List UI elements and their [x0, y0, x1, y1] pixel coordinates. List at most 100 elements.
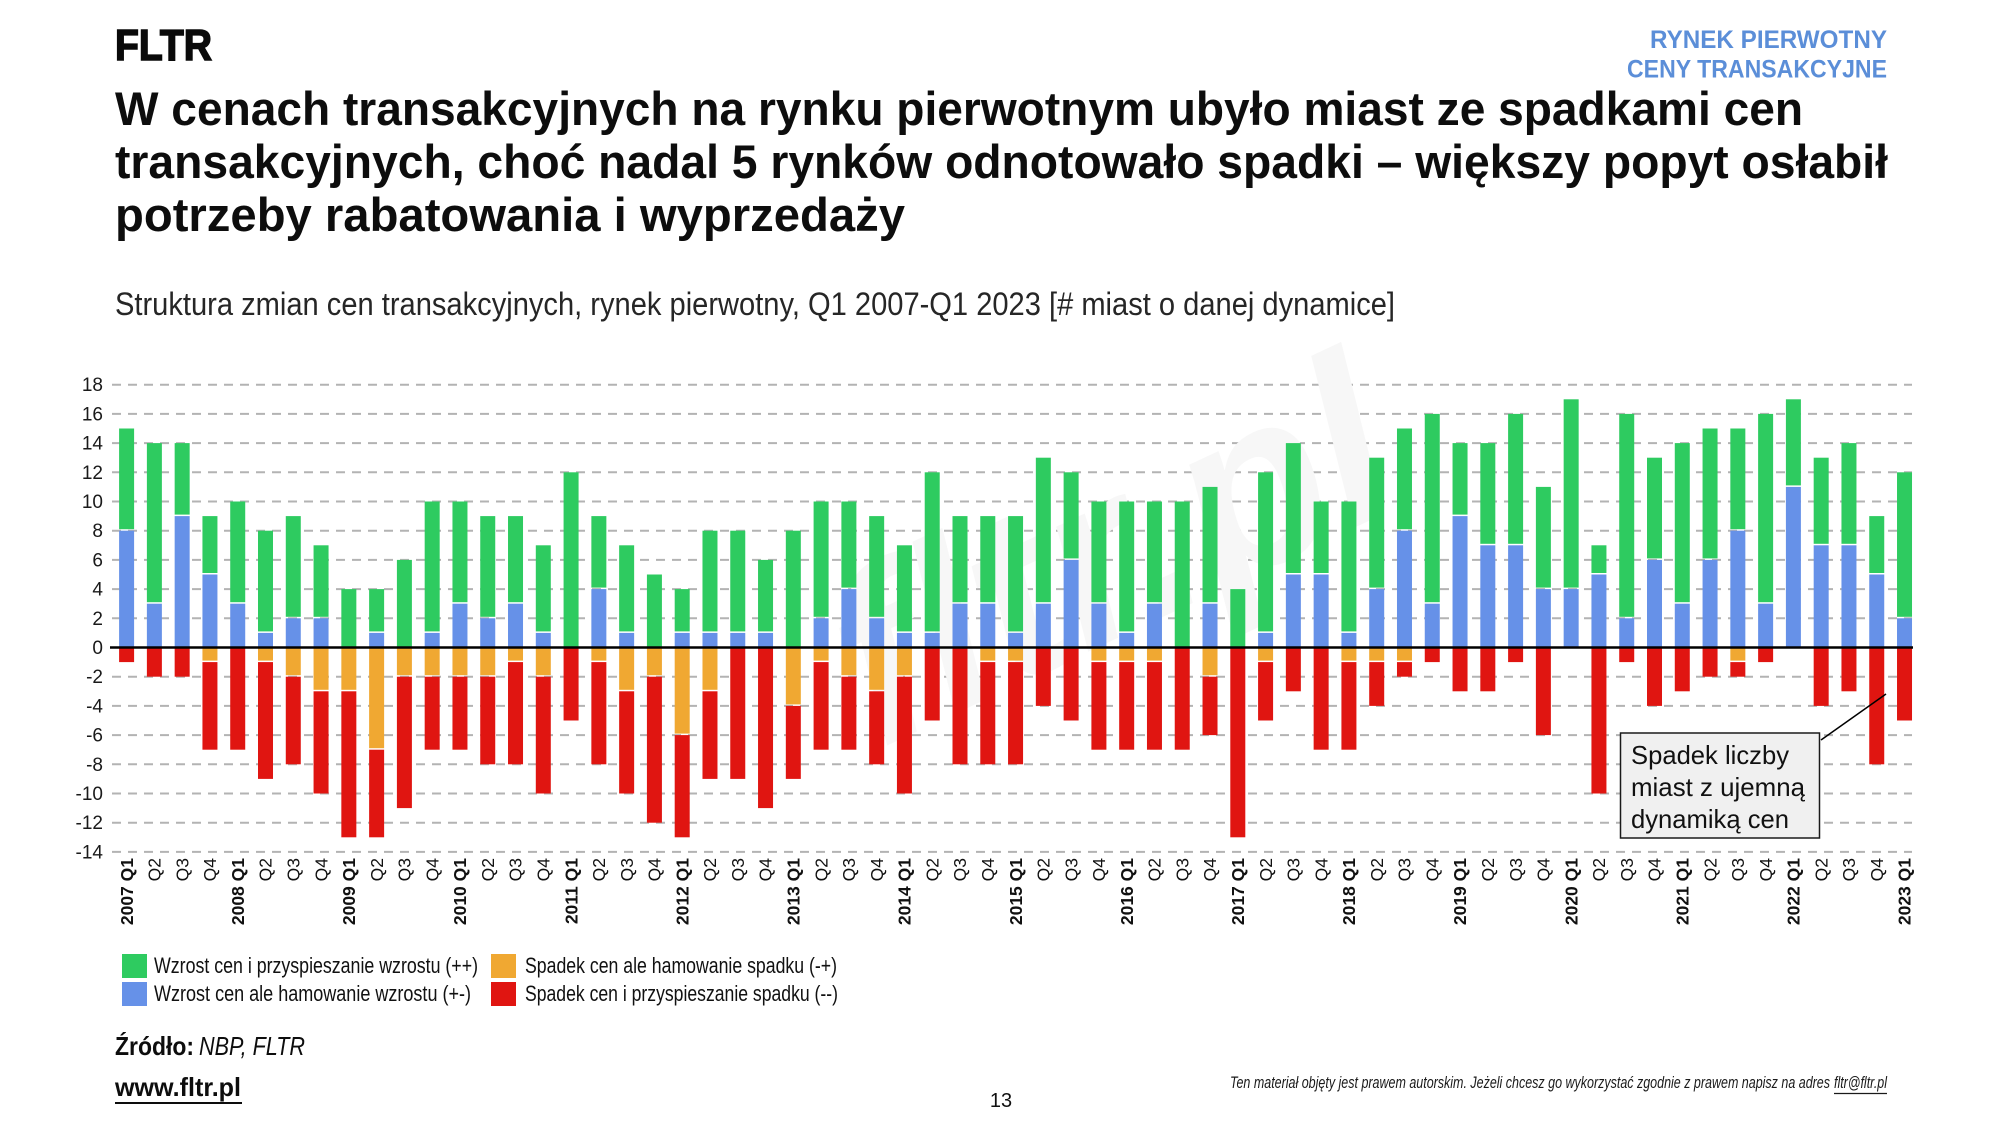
svg-text:miast z ujemną: miast z ujemną	[1631, 772, 1806, 802]
svg-text:2017 Q1: 2017 Q1	[1228, 858, 1248, 925]
svg-text:Q2: Q2	[1367, 858, 1387, 881]
svg-text:Q2: Q2	[1034, 858, 1054, 881]
svg-text:Q2: Q2	[922, 858, 942, 881]
svg-text:Q3: Q3	[1617, 858, 1637, 881]
svg-text:14: 14	[82, 434, 104, 455]
svg-text:-8: -8	[86, 755, 103, 776]
svg-text:4: 4	[92, 580, 103, 601]
svg-text:Q2: Q2	[1700, 858, 1720, 881]
svg-text:13: 13	[990, 1090, 1012, 1112]
svg-text:Q4: Q4	[1422, 858, 1442, 882]
svg-text:Q3: Q3	[839, 858, 859, 881]
svg-text:Q4: Q4	[1534, 858, 1554, 882]
svg-text:Q4: Q4	[422, 858, 442, 882]
svg-text:Źródło:: Źródło:	[115, 1031, 194, 1061]
svg-text:-6: -6	[86, 726, 103, 747]
svg-text:Q2: Q2	[700, 858, 720, 881]
svg-text:-2: -2	[86, 667, 103, 688]
svg-text:2007 Q1: 2007 Q1	[117, 858, 137, 925]
svg-text:Q4: Q4	[1867, 858, 1887, 882]
svg-text:Q3: Q3	[395, 858, 415, 881]
svg-text:2012 Q1: 2012 Q1	[672, 858, 692, 925]
svg-text:16: 16	[82, 404, 103, 425]
svg-text:Wzrost cen ale hamowanie wzros: Wzrost cen ale hamowanie wzrostu (+-)	[154, 981, 471, 1006]
svg-text:Q3: Q3	[617, 858, 637, 881]
svg-text:2015 Q1: 2015 Q1	[1006, 858, 1026, 925]
svg-text:2022 Q1: 2022 Q1	[1784, 858, 1804, 925]
svg-text:fltr@fltr.pl: fltr@fltr.pl	[1834, 1073, 1888, 1092]
svg-text:8: 8	[92, 521, 103, 542]
svg-text:Q4: Q4	[200, 858, 220, 882]
svg-text:2019 Q1: 2019 Q1	[1450, 858, 1470, 925]
svg-text:10: 10	[82, 492, 103, 513]
svg-text:Q3: Q3	[172, 858, 192, 881]
svg-text:Q3: Q3	[506, 858, 526, 881]
svg-text:www.fltr.pl: www.fltr.pl	[114, 1072, 241, 1102]
svg-text:2021 Q1: 2021 Q1	[1672, 858, 1692, 925]
svg-text:Q2: Q2	[1478, 858, 1498, 881]
svg-text:-10: -10	[76, 784, 103, 805]
svg-text:0: 0	[92, 638, 103, 659]
svg-text:Q2: Q2	[1145, 858, 1165, 881]
svg-text:Spadek liczby: Spadek liczby	[1631, 740, 1789, 770]
svg-text:Q3: Q3	[1839, 858, 1859, 881]
svg-text:Q4: Q4	[1645, 858, 1665, 882]
svg-text:Ten materiał objęty jest prawe: Ten materiał objęty jest prawem autorski…	[1230, 1073, 1830, 1092]
svg-text:2023 Q1: 2023 Q1	[1895, 858, 1915, 925]
svg-text:18: 18	[82, 375, 103, 396]
svg-text:-14: -14	[76, 842, 104, 863]
svg-text:NBP, FLTR: NBP, FLTR	[199, 1031, 305, 1061]
svg-text:2013 Q1: 2013 Q1	[784, 858, 804, 925]
svg-text:2011 Q1: 2011 Q1	[561, 858, 581, 924]
svg-text:Q3: Q3	[1506, 858, 1526, 881]
svg-text:2020 Q1: 2020 Q1	[1561, 858, 1581, 925]
svg-text:Q3: Q3	[1728, 858, 1748, 881]
svg-text:CENY TRANSAKCYJNE: CENY TRANSAKCYJNE	[1627, 56, 1887, 84]
svg-text:Q4: Q4	[867, 858, 887, 882]
svg-text:2016 Q1: 2016 Q1	[1117, 858, 1137, 925]
svg-text:Q4: Q4	[1200, 858, 1220, 882]
svg-text:Q4: Q4	[645, 858, 665, 882]
svg-text:2008 Q1: 2008 Q1	[228, 858, 248, 925]
svg-text:2009 Q1: 2009 Q1	[339, 858, 359, 925]
svg-text:FLTR: FLTR	[115, 21, 212, 70]
svg-text:fltr.pl: fltr.pl	[788, 303, 1437, 796]
svg-text:Q3: Q3	[1061, 858, 1081, 881]
svg-text:W cenach transakcyjnych na ryn: W cenach transakcyjnych na rynku pierwot…	[115, 82, 1803, 135]
svg-text:Q4: Q4	[1089, 858, 1109, 882]
svg-text:Q2: Q2	[811, 858, 831, 881]
svg-text:Q2: Q2	[1589, 858, 1609, 881]
svg-text:Q2: Q2	[145, 858, 165, 881]
svg-text:dynamiką cen: dynamiką cen	[1631, 804, 1789, 834]
svg-text:Q2: Q2	[1256, 858, 1276, 881]
svg-text:Q4: Q4	[534, 858, 554, 882]
svg-text:potrzeby rabatowania i wyprzed: potrzeby rabatowania i wyprzedaży	[115, 188, 905, 241]
svg-text:Spadek cen i przyspieszanie sp: Spadek cen i przyspieszanie spadku (--)	[525, 981, 838, 1006]
svg-text:Q4: Q4	[1311, 858, 1331, 882]
svg-text:6: 6	[92, 550, 103, 571]
svg-text:Q4: Q4	[978, 858, 998, 882]
svg-text:-4: -4	[86, 696, 103, 717]
svg-text:Q3: Q3	[283, 858, 303, 881]
svg-text:Q2: Q2	[1811, 858, 1831, 881]
svg-text:Q4: Q4	[1756, 858, 1776, 882]
svg-text:transakcyjnych, choć nadal 5 r: transakcyjnych, choć nadal 5 rynków odno…	[115, 135, 1888, 188]
svg-text:Q3: Q3	[950, 858, 970, 881]
svg-text:Q2: Q2	[256, 858, 276, 881]
svg-text:Q2: Q2	[367, 858, 387, 881]
svg-text:Q4: Q4	[756, 858, 776, 882]
svg-text:Spadek cen ale hamowanie spadk: Spadek cen ale hamowanie spadku (-+)	[525, 953, 837, 978]
svg-text:Q3: Q3	[1172, 858, 1192, 881]
svg-text:2018 Q1: 2018 Q1	[1339, 858, 1359, 925]
svg-text:Wzrost cen i przyspieszanie wz: Wzrost cen i przyspieszanie wzrostu (++)	[154, 953, 478, 978]
svg-text:2: 2	[92, 609, 103, 630]
svg-text:Struktura zmian cen transakcyj: Struktura zmian cen transakcyjnych, ryne…	[115, 286, 1395, 322]
svg-text:2010 Q1: 2010 Q1	[450, 858, 470, 925]
svg-text:Q3: Q3	[1284, 858, 1304, 881]
svg-text:Q3: Q3	[728, 858, 748, 881]
svg-text:-12: -12	[76, 813, 103, 834]
svg-text:Q3: Q3	[1395, 858, 1415, 881]
svg-text:2014 Q1: 2014 Q1	[895, 858, 915, 925]
svg-text:RYNEK PIERWOTNY: RYNEK PIERWOTNY	[1650, 26, 1887, 54]
svg-text:Q2: Q2	[478, 858, 498, 881]
